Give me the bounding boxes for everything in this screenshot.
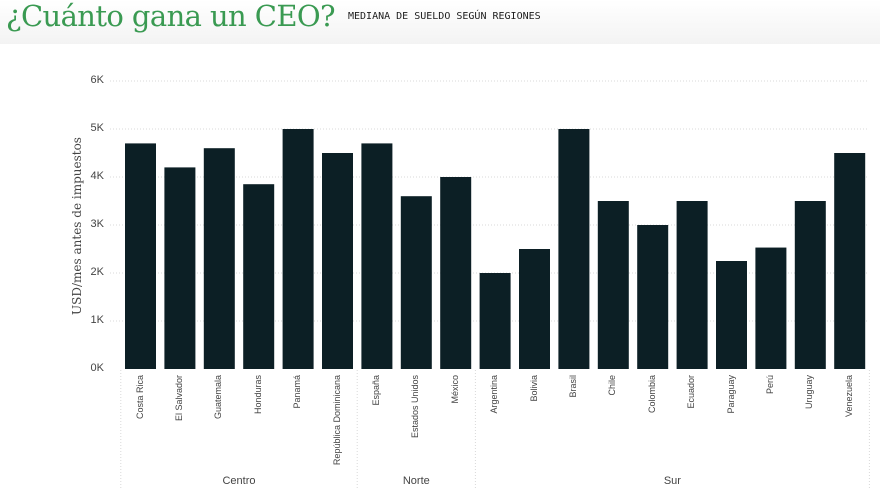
page-title: ¿Cuánto gana un CEO? (6, 0, 336, 33)
bar (164, 167, 196, 369)
header-band (0, 0, 880, 44)
x-tick-label: México (449, 375, 460, 404)
x-tick-label: Argentina (489, 375, 500, 414)
page-subtitle: MEDIANA DE SUELDO SEGÚN REGIONES (348, 11, 541, 22)
bar (322, 153, 353, 369)
group-label: Centro (222, 475, 256, 487)
x-tick-label: Colombia (646, 375, 657, 414)
group-label: Norte (402, 475, 430, 487)
group-label: Sur (663, 475, 681, 487)
y-tick-label: 0K (90, 362, 104, 374)
bar (125, 143, 156, 369)
x-tick-label: Honduras (252, 375, 263, 415)
bar (676, 201, 708, 369)
x-tick-label: El Salvador (173, 375, 184, 422)
y-tick-label: 5K (90, 122, 104, 134)
x-tick-label: Brasil (567, 375, 578, 398)
bar (479, 273, 511, 369)
bar (637, 225, 669, 369)
bar (519, 249, 550, 369)
x-tick-label: Bolivia (528, 375, 539, 402)
bar (716, 261, 747, 369)
bar (755, 247, 787, 369)
y-tick-label: 2K (90, 266, 104, 278)
y-tick-label: 6K (90, 74, 104, 86)
x-tick-label: Paraguay (725, 375, 736, 414)
y-tick-label: 1K (90, 314, 104, 326)
bar (282, 129, 314, 369)
x-tick-label: Perú (764, 375, 775, 395)
bar (243, 184, 275, 369)
bar (597, 201, 629, 369)
bar (834, 153, 866, 369)
x-tick-label: Guatemala (213, 375, 224, 420)
y-tick-label: 3K (90, 218, 104, 230)
x-tick-label: Panamá (292, 375, 303, 409)
x-tick-label: Uruguay (804, 375, 815, 410)
x-tick-label: Estados Unidos (410, 375, 421, 439)
x-tick-label: Costa Rica (134, 375, 145, 420)
x-tick-label: República Dominicana (331, 375, 342, 466)
bar (794, 201, 826, 369)
y-tick-label: 4K (90, 170, 104, 182)
bar (558, 129, 590, 369)
bar (400, 196, 432, 369)
bar (203, 148, 235, 369)
bar (361, 143, 393, 369)
x-tick-label: Ecuador (686, 375, 697, 409)
x-tick-label: Chile (607, 375, 618, 396)
bar (440, 177, 472, 369)
x-tick-label: España (370, 375, 381, 406)
x-tick-label: Venezuela (843, 375, 854, 418)
